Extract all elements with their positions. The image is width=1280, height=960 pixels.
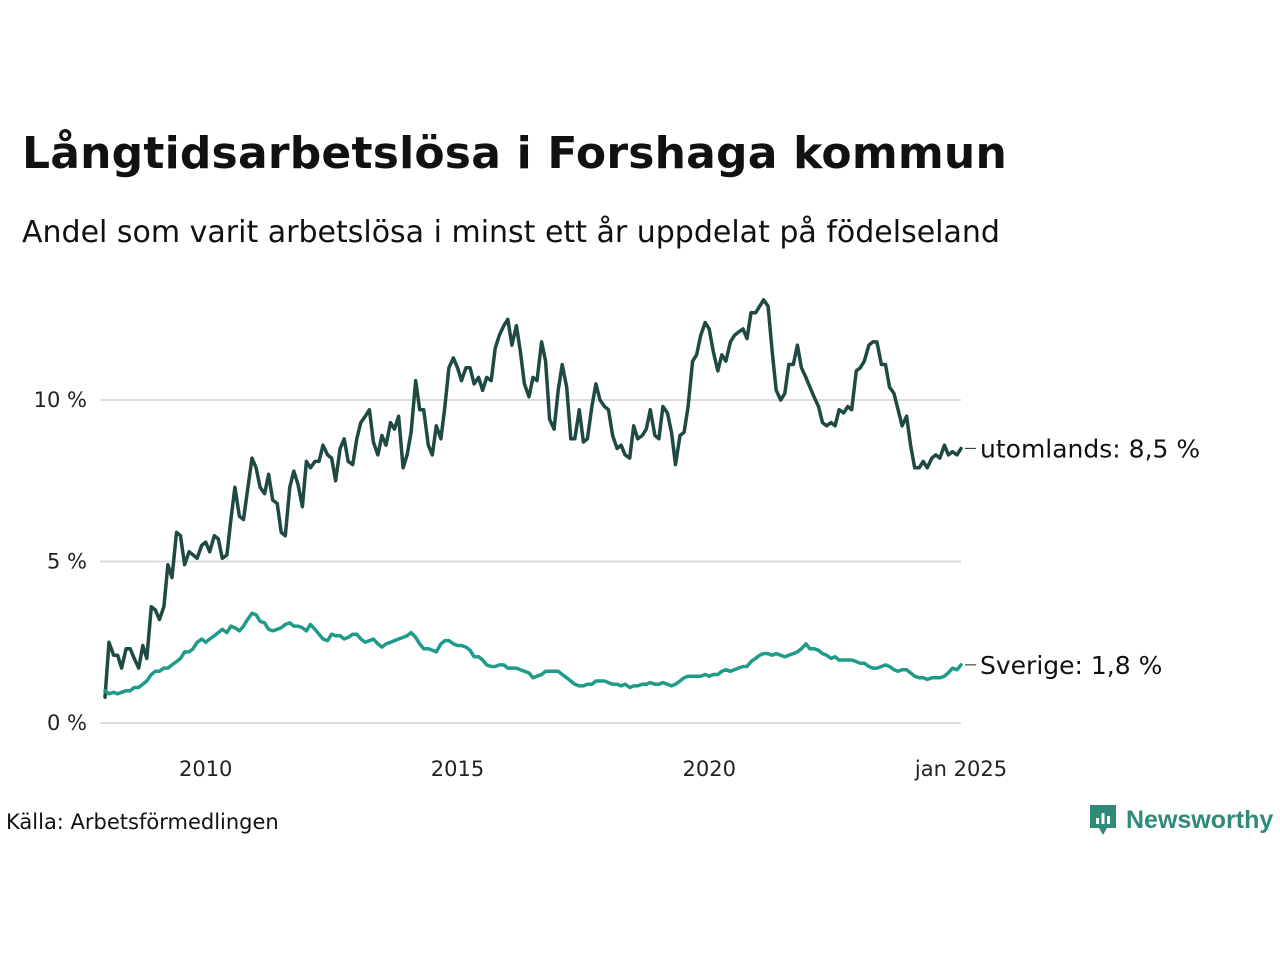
series-lines <box>103 298 963 699</box>
series-end-label-utomlands: utomlands: 8,5 % <box>980 434 1200 463</box>
grid-lines <box>100 399 961 724</box>
series-line-Sverige <box>103 611 963 696</box>
chart-subtitle: Andel som varit arbetslösa i minst ett å… <box>22 215 1000 250</box>
series-end-labels: utomlands: 8,5 % Sverige: 1,8 % <box>965 434 1200 680</box>
y-tick-label: 5 % <box>47 550 87 574</box>
y-tick-label: 10 % <box>34 388 87 412</box>
x-axis-ticks: 2010 2015 2020 jan 2025 <box>179 757 1007 781</box>
y-tick-label: 0 % <box>47 711 87 735</box>
x-tick-label: 2020 <box>683 757 736 781</box>
x-tick-label: 2015 <box>431 757 484 781</box>
x-tick-label: 2010 <box>179 757 232 781</box>
series-end-label-Sverige: Sverige: 1,8 % <box>980 651 1162 680</box>
newsworthy-logo-icon <box>1090 805 1116 835</box>
chart-title: Långtidsarbetslösa i Forshaga kommun <box>22 128 1007 179</box>
line-chart: 0 % 5 % 10 % 2010 2015 2020 jan 2025 utomland… <box>34 298 1200 781</box>
x-tick-label: jan 2025 <box>914 757 1007 781</box>
source-note: Källa: Arbetsförmedlingen <box>6 810 279 834</box>
y-axis-ticks: 0 % 5 % 10 % <box>34 388 87 735</box>
brand-logo: Newsworthy <box>1088 803 1273 837</box>
brand-name: Newsworthy <box>1126 805 1274 834</box>
series-line-utomlands <box>103 298 963 699</box>
